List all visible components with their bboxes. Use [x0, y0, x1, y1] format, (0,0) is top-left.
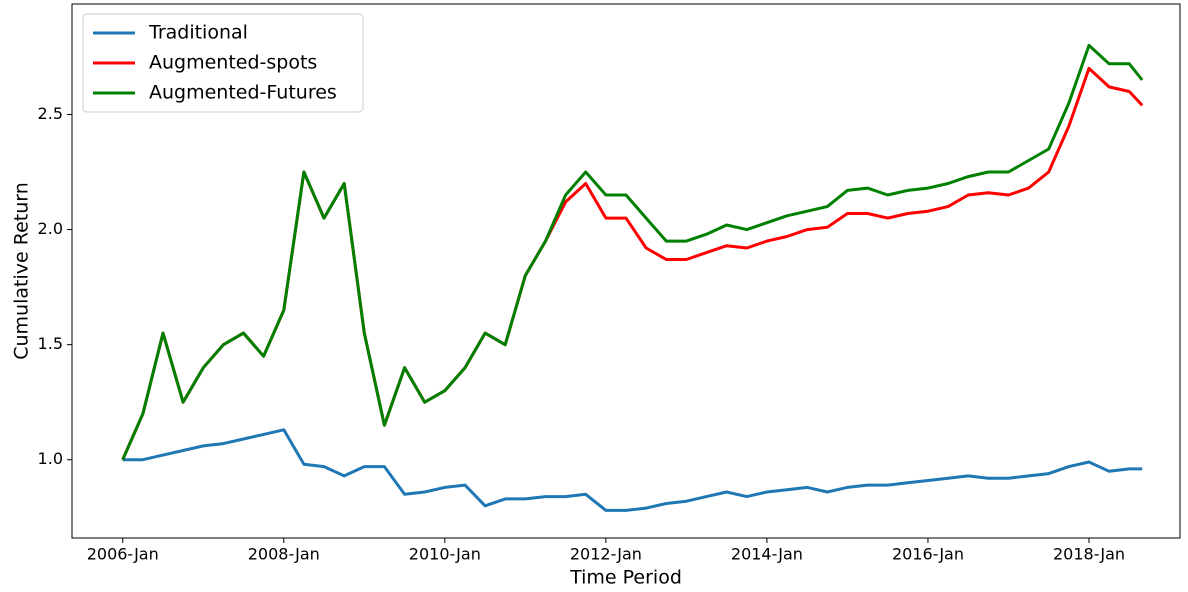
- x-tick-label: 2014-Jan: [731, 545, 803, 564]
- x-tick-label: 2018-Jan: [1053, 545, 1125, 564]
- y-tick-label: 1.5: [38, 334, 63, 353]
- legend-label: Augmented-spots: [149, 52, 317, 74]
- plot-frame: [71, 3, 1181, 539]
- x-tick-label: 2008-Jan: [248, 545, 320, 564]
- legend-label: Traditional: [148, 22, 248, 44]
- legend-label: Augmented-Futures: [149, 82, 337, 104]
- y-tick-label: 2.5: [38, 104, 63, 123]
- x-tick-label: 2016-Jan: [892, 545, 964, 564]
- x-tick-label: 2006-Jan: [87, 545, 159, 564]
- line-series: [122, 428, 1143, 512]
- legend-box: [82, 13, 364, 113]
- x-tick-label: 2010-Jan: [409, 545, 481, 564]
- y-tick-label: 2.0: [38, 219, 63, 238]
- y-tick-label: 1.0: [38, 449, 63, 468]
- line-series: [121, 66, 1144, 461]
- x-axis-label: Time Period: [569, 567, 682, 589]
- line-series: [121, 43, 1144, 461]
- x-tick-label: 2012-Jan: [570, 545, 642, 564]
- y-axis-label: Cumulative Return: [11, 182, 33, 360]
